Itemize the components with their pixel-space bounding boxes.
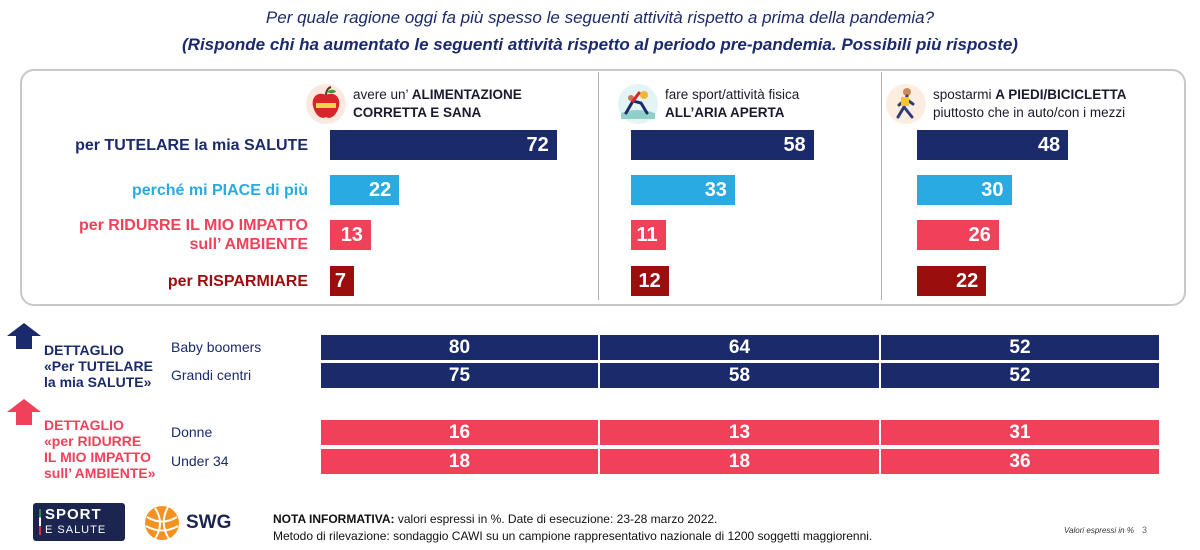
values-note: Valori espressi in % (1064, 526, 1134, 535)
yoga-outdoor-icon (618, 84, 658, 124)
bar: 22 (917, 266, 987, 296)
detail-label-line: «per RIDURRE (44, 433, 142, 449)
detail-bar: 36 (881, 449, 1159, 474)
category-label-line: per RISPARMIARE (167, 272, 308, 290)
chart-subtitle: (Risponde chi ha aumentato le seguenti a… (182, 35, 1018, 54)
swg-logo-text: SWG (186, 512, 232, 533)
detail-label-line: DETTAGLIO (44, 342, 124, 358)
subgroup-label: Grandi centri (171, 367, 252, 383)
column-header-walk: spostarmi A PIEDI/BICICLETTA piuttosto c… (885, 80, 1127, 128)
detail-label-line: sull’ AMBIENTE» (44, 465, 156, 481)
column-header-bold: A PIEDI/BICICLETTA (995, 87, 1127, 102)
column-header-bold: CORRETTA E SANA (353, 105, 482, 120)
swg-logo-icon (145, 506, 179, 540)
detail-bar: 31 (881, 420, 1159, 445)
column-header-food: avere un’ ALIMENTAZIONE CORRETTA E SANA (305, 80, 522, 128)
chart-question: Per quale ragione oggi fa più spesso le … (265, 8, 935, 27)
detail-bar: 18 (321, 449, 598, 474)
walking-icon (886, 84, 926, 124)
detail-bar: 64 (600, 335, 879, 360)
bar: 30 (917, 175, 1012, 205)
apple-icon (306, 84, 346, 124)
bar: 12 (631, 266, 669, 296)
arrow-up-icon (7, 323, 41, 349)
column-header-line1: avere un’ (353, 87, 412, 102)
detail-bar: 80 (321, 335, 598, 360)
column-divider (881, 72, 882, 300)
column-header-line1: spostarmi (933, 87, 996, 102)
column-header-line1: fare sport/attività fisica (665, 87, 800, 102)
detail-bar: 52 (881, 335, 1159, 360)
category-label: per RIDURRE IL MIO IMPATTO sull’ AMBIENTE (30, 216, 308, 254)
subgroup-label: Baby boomers (171, 339, 262, 355)
subgroup-label: Under 34 (171, 453, 229, 469)
detail-label-line: «Per TUTELARE (44, 358, 153, 374)
detail-bar: 18 (600, 449, 879, 474)
logo-text: SPORT (45, 506, 102, 523)
detail-label: DETTAGLIO «Per TUTELARE la mia SALUTE» (44, 342, 153, 390)
detail-label-line: DETTAGLIO (44, 417, 124, 433)
detail-bar: 58 (600, 363, 879, 388)
detail-bar: 13 (600, 420, 879, 445)
footer-note: NOTA INFORMATIVA: valori espressi in %. … (273, 511, 872, 545)
column-header-line2: piuttosto che in auto/con i mezzi (933, 105, 1126, 120)
bar: 48 (917, 130, 1069, 160)
footer-note-text: valori espressi in %. Date di esecuzione… (394, 512, 718, 526)
arrow-up-icon (7, 399, 41, 425)
bar: 22 (330, 175, 400, 205)
subgroup-label: Donne (171, 424, 213, 440)
bar: 72 (330, 130, 557, 160)
logo-text: E SALUTE (45, 524, 107, 536)
detail-label: DETTAGLIO «per RIDURRE IL MIO IMPATTO sull’… (44, 417, 156, 481)
category-label-line: per RIDURRE IL MIO IMPATTO (78, 217, 308, 234)
bar: 58 (631, 130, 814, 160)
bar: 11 (631, 220, 666, 250)
footer-note-bold: NOTA INFORMATIVA: (273, 512, 395, 526)
category-label-line: per TUTELARE la mia SALUTE (75, 136, 308, 154)
category-label: per RISPARMIARE (30, 272, 308, 291)
bar: 13 (330, 220, 371, 250)
sport-e-salute-logo: SPORT E SALUTE (33, 503, 125, 541)
category-label-line: sull’ AMBIENTE (189, 236, 308, 253)
bar: 26 (917, 220, 999, 250)
column-header-bold: ALIMENTAZIONE (411, 87, 522, 102)
detail-bar: 52 (881, 363, 1159, 388)
page-number: 3 (1142, 525, 1148, 535)
footer-method: Metodo di rilevazione: sondaggio CAWI su… (273, 529, 873, 543)
column-header-sport: fare sport/attività fisica ALL’ARIA APER… (617, 80, 799, 128)
category-label-line: perché mi PIACE di più (131, 181, 308, 199)
column-header-bold: ALL’ARIA APERTA (665, 105, 785, 120)
detail-label-line: IL MIO IMPATTO (44, 449, 152, 465)
bar: 33 (631, 175, 735, 205)
category-label: perché mi PIACE di più (30, 181, 308, 200)
detail-bar: 75 (321, 363, 598, 388)
bar: 7 (330, 266, 354, 296)
detail-bar: 16 (321, 420, 598, 445)
column-divider (598, 72, 599, 300)
detail-label-line: la mia SALUTE» (44, 374, 152, 390)
category-label: per TUTELARE la mia SALUTE (30, 136, 308, 155)
